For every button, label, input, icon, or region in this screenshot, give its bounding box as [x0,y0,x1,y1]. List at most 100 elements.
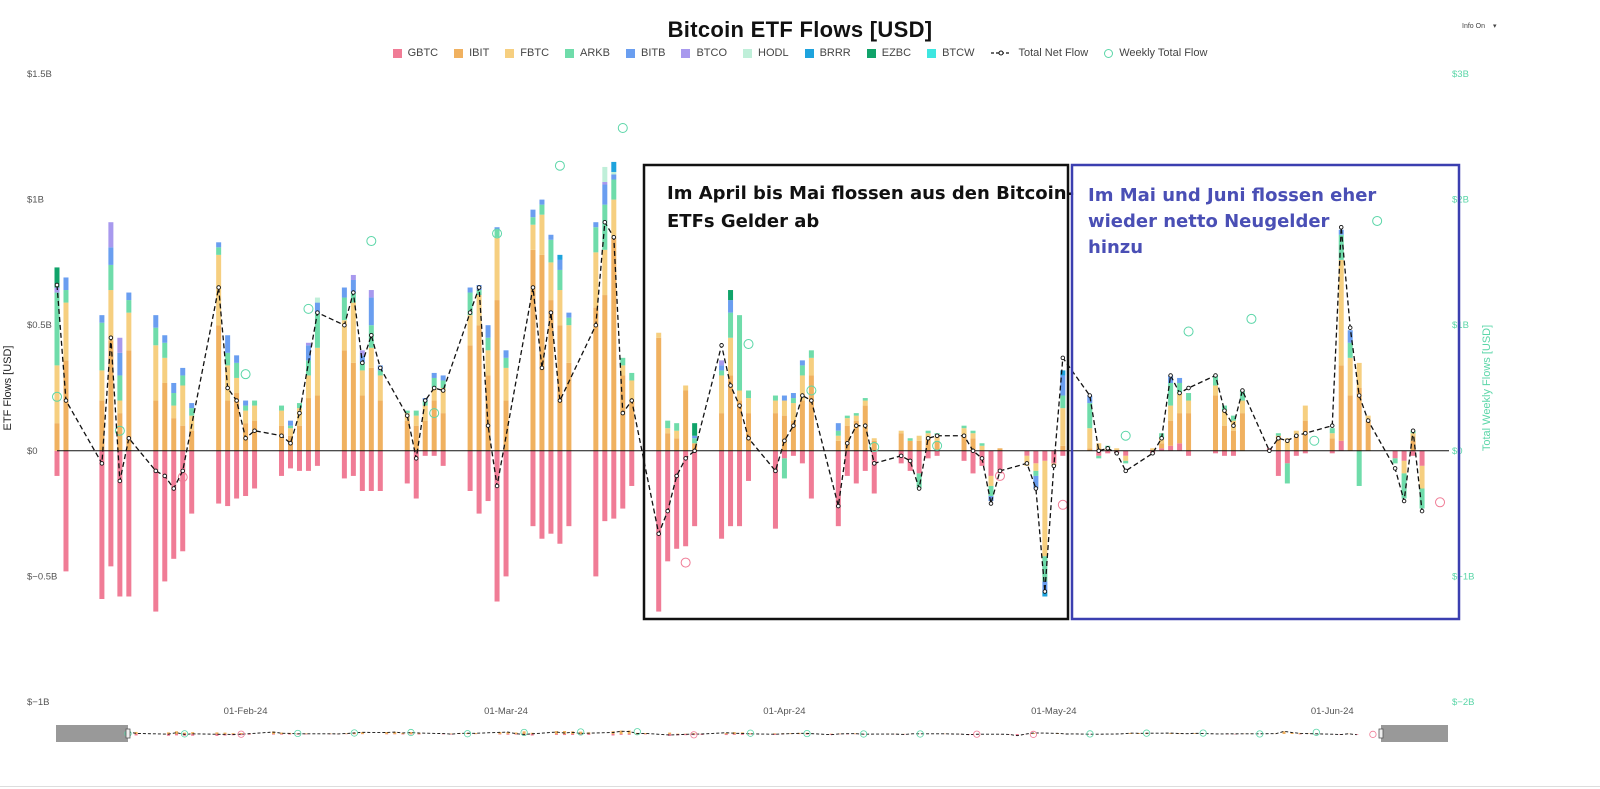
y-tick-label: $−0.5B [27,571,57,582]
net-flow-point [1123,468,1128,474]
net-flow-point [440,388,446,393]
legend-item-brrr[interactable]: BRRR [804,47,851,59]
bar-arkb [1275,433,1281,436]
bar-fbtc [476,295,482,326]
bar-arkb [1392,458,1398,464]
bar-ibit [234,393,240,451]
bar-arkb [467,292,473,316]
legend-item-ezbc[interactable]: EZBC [866,47,911,59]
legend-item-fbtc[interactable]: FBTC [505,47,549,59]
range-slider-weekly-marker [973,730,981,738]
y-tick-label: $−1B [27,697,49,708]
x-tick-label: 01-Feb-24 [224,706,268,717]
bar-gbtc [961,450,967,461]
bar-arkb [620,357,626,366]
bar-ibit [162,382,168,451]
bar-arkb [404,410,410,414]
bar-gbtc [772,450,778,529]
bar-fbtc [548,262,554,301]
net-flow-point [997,468,1003,474]
bar-ibit [997,448,1003,451]
bar-fbtc [629,380,635,401]
net-flow-point [99,461,105,466]
legend-swatch [681,48,691,58]
bar-fbtc [781,400,787,416]
bar-ibit [117,413,123,451]
legend-item-btco[interactable]: BTCO [681,47,727,59]
legend-item-gbtc[interactable]: GBTC [392,47,438,59]
bar-arkb [853,413,859,416]
legend-item-bitb[interactable]: BITB [626,47,665,59]
bar-ibit [844,425,850,451]
bar-arkb [350,292,356,303]
net-flow-point [431,385,437,391]
bar-gbtc [1105,450,1111,454]
bar-hodl [611,171,617,175]
bar-bitb [988,496,994,502]
net-flow-point [1033,486,1039,491]
net-flow-point [1213,373,1218,378]
net-flow-point [530,285,536,290]
bar-bitb [593,222,599,228]
bar-ibit [853,420,859,451]
range-slider-right-handle[interactable] [1378,728,1384,739]
range-slider-bar [344,733,348,734]
bar-gbtc [835,450,841,527]
net-flow-point [845,441,850,446]
range-slider-bar [554,734,558,735]
bar-arkb [287,425,293,429]
bar-arkb [413,410,419,416]
bar-arkb [737,315,743,391]
net-flow-point [243,435,248,441]
bar-fbtc [1186,400,1192,414]
bar-ibit [835,440,841,451]
net-flow-point [602,219,608,225]
bar-fbtc [108,290,114,341]
range-slider-weekly-marker [1256,730,1264,738]
legend-swatch [866,48,876,58]
weekly-flow-marker [617,123,628,134]
weekly-flow-marker [1372,215,1383,226]
range-slider-weekly-marker [1029,730,1037,738]
net-flow-point [557,398,563,403]
bar-ibit [440,413,446,451]
bar-fbtc [252,405,258,421]
net-flow-point [692,448,697,454]
legend-item-ibit[interactable]: IBIT [454,47,489,59]
bar-arkb [279,405,285,411]
bar-gbtc [1096,450,1102,456]
legend-label: HODL [758,47,789,59]
legend-item-hodl[interactable]: HODL [743,47,789,59]
bar-fbtc [853,415,859,421]
bar-fbtc [243,410,249,424]
range-slider-bar [773,733,777,734]
bar-bitb [350,279,356,293]
bar-arkb [1177,382,1183,394]
bar-arkb [925,430,931,434]
bar-fbtc [1033,463,1039,471]
bar-gbtc [431,450,437,456]
legend-item-total-net-flow[interactable]: Total Net Flow [990,47,1088,59]
bar-fbtc [916,435,922,441]
net-flow-point [476,285,482,290]
bar-gbtc [162,450,168,582]
net-flow-point [1042,589,1048,594]
bar-bitb [287,420,293,426]
y-axis-title: ETF Flows [USD] [2,346,14,431]
bar-fbtc [171,405,177,419]
legend-item-btcw[interactable]: BTCW [927,47,974,59]
legend-item-weekly-total-flow[interactable]: Weekly Total Flow [1104,47,1207,59]
legend-item-arkb[interactable]: ARKB [565,47,610,59]
info-dropdown[interactable]: Info On ▾ [1462,22,1496,30]
bar-gbtc [656,450,662,612]
bar-ibit [153,400,159,451]
bar-gbtc [1401,450,1407,461]
range-slider-left-handle[interactable] [125,728,131,739]
bar-ibit [485,375,491,451]
bar-arkb [153,327,159,346]
bar-ibit [503,400,509,451]
net-flow-point [1392,466,1398,471]
bar-gbtc [1275,450,1281,476]
weekly-flow-marker [1309,435,1320,446]
bar-gbtc [476,450,482,514]
